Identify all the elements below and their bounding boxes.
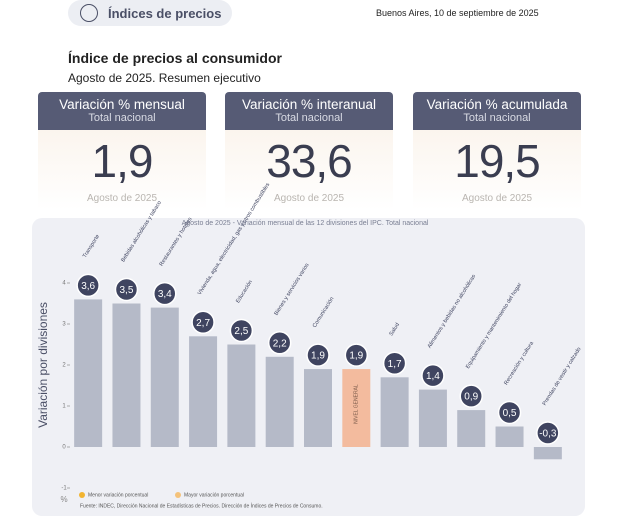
legend-label: Menor variación porcentual [88, 492, 148, 498]
y-tick-label: 2 [62, 363, 66, 369]
y-tick-label: 0 [62, 445, 66, 451]
value-label: 1,9 [311, 351, 325, 362]
bar [150, 307, 179, 447]
y-tick-label: -1 [61, 486, 67, 492]
y-tick-label: 1 [62, 404, 66, 410]
value-badge [306, 343, 330, 367]
kpi-title: Variación % mensual [59, 97, 185, 112]
y-tick-label: 3 [62, 322, 66, 328]
kpi-card: Variación % interanual Total nacional 33,6… [225, 92, 393, 210]
value-label: 2,7 [196, 318, 210, 329]
bar [74, 299, 103, 447]
kpi-title: Variación % interanual [241, 97, 377, 112]
bar [457, 410, 486, 447]
kpi-body: 19,5 Agosto de 2025 [413, 130, 581, 210]
kpi-body: 33,6 Agosto de 2025 [225, 130, 393, 210]
kpi-period: Agosto de 2025 [461, 193, 533, 204]
value-label: 2,5 [234, 326, 248, 337]
source: Fuente: INDEC, Dirección Nacional de Est… [80, 502, 323, 509]
dateline: Buenos Aires, 10 de septiembre de 2025 [376, 8, 539, 18]
value-badge [76, 273, 100, 298]
value-label: -0,3 [539, 429, 557, 440]
value-label: 3,6 [81, 281, 95, 292]
title: Índice de precios al consumidor [68, 50, 282, 66]
kpi-card: Variación % mensual Total nacional 1,9 Agos… [38, 92, 206, 210]
category-label: NIVEL GENERAL [354, 384, 360, 424]
kpi-title: Variación % acumulada [426, 97, 568, 112]
kpi-body: 1,9 Agosto de 2025 [38, 130, 206, 210]
bar [533, 447, 562, 460]
value-label: 0,9 [464, 392, 478, 403]
value-badge [344, 343, 369, 367]
value-badge [191, 310, 215, 335]
bar [304, 369, 332, 447]
value-badge [536, 421, 560, 445]
bar [112, 303, 141, 447]
kpi-value: 33,6 [266, 135, 353, 187]
kpi-scope: Total nacional [88, 112, 156, 124]
kpi-header: Variación % mensual Total nacional [38, 92, 206, 130]
value-label: 2,2 [273, 338, 287, 349]
kpi-header: Variación % acumulada Total nacional [413, 92, 581, 130]
badge: Índices de precios [68, 0, 232, 26]
y-tick-label: 4 [62, 281, 66, 287]
value-label: 1,4 [426, 371, 440, 382]
legend-label: Mayor variación porcentual [184, 492, 244, 498]
bar [227, 344, 256, 447]
value-badge [114, 277, 139, 302]
kpi-scope: Total nacional [463, 112, 531, 124]
kpi-period: Agosto de 2025 [86, 193, 158, 204]
subtitle: Agosto de 2025. Resumen ejecutivo [68, 71, 261, 85]
chart-title: Agosto de 2025 - Variación mensual de la… [182, 220, 429, 227]
legend-swatch [79, 492, 85, 498]
kpi-value: 1,9 [91, 135, 154, 187]
value-badge [229, 318, 254, 343]
value-badge [421, 363, 445, 388]
kpi-card: Variación % acumulada Total nacional 19,5 A… [413, 92, 581, 210]
bar [495, 426, 524, 447]
value-label: 3,5 [120, 285, 134, 296]
badge-icon [80, 4, 98, 22]
value-label: 3,4 [158, 289, 172, 300]
kpi-period: Agosto de 2025 [273, 193, 345, 204]
bar [265, 356, 294, 447]
bar [418, 389, 447, 447]
bar [189, 336, 218, 447]
value-badge [497, 400, 522, 425]
y-unit: % [60, 495, 67, 504]
bar [342, 369, 371, 447]
value-badge [153, 281, 177, 306]
kpi-scope: Total nacional [275, 112, 343, 124]
kpi-header: Variación % interanual Total nacional [225, 92, 393, 130]
value-label: 0,5 [503, 408, 517, 419]
value-badge [267, 331, 292, 355]
y-axis-title: Variación por divisiones [36, 302, 50, 428]
badge-text: Índices de precios [108, 5, 222, 21]
legend-swatch [175, 492, 181, 498]
kpi-value: 19,5 [454, 135, 541, 187]
value-badge [459, 384, 483, 408]
bar [380, 377, 409, 447]
value-label: 1,9 [349, 351, 363, 362]
value-badge [382, 351, 407, 376]
value-label: 1,7 [388, 359, 402, 370]
